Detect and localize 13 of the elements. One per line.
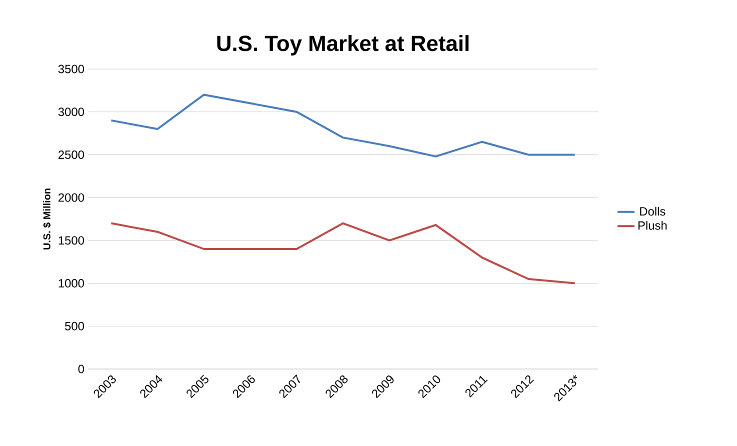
- y-tick-label: 2500: [58, 150, 84, 159]
- y-tick-label: 3500: [58, 64, 84, 74]
- y-tick-label: 500: [65, 322, 84, 330]
- legend-label: Dolls: [640, 206, 666, 216]
- y-tick-label: 0: [78, 364, 84, 374]
- y-tick-label: 2000: [58, 193, 84, 202]
- y-tick-label: 1000: [58, 279, 84, 288]
- y-tick-label: 1500: [58, 236, 84, 245]
- legend-label: Plush: [638, 221, 667, 230]
- y-axis-title: U.S. $ Million: [42, 188, 52, 250]
- line-series: [110, 94, 576, 158]
- chart-title: U.S. Toy Market at Retail: [217, 35, 468, 56]
- y-tick-label: 3000: [58, 108, 84, 116]
